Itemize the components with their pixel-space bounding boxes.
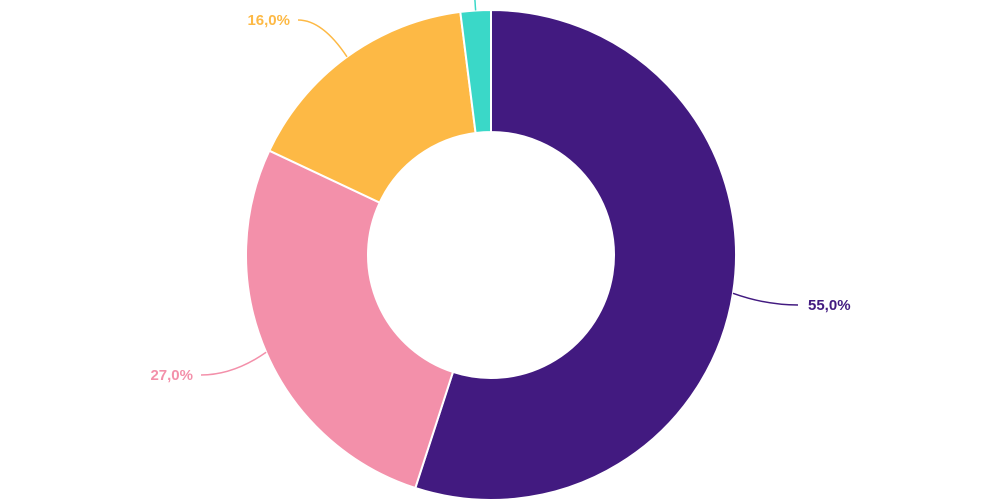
- donut-slice-3: [459, 8, 492, 135]
- leader-line-3: [474, 0, 477, 11]
- leader-line-1: [200, 351, 267, 376]
- donut-slice-1: [245, 149, 455, 490]
- leader-line-2: [297, 19, 348, 58]
- leader-line-0: [732, 292, 799, 306]
- slice-label-2: 16,0%: [247, 12, 290, 29]
- donut-slice-2: [267, 10, 477, 204]
- slice-label-0: 55,0%: [808, 297, 851, 314]
- slice-label-1: 27,0%: [150, 367, 193, 384]
- donut-slice-0: [414, 8, 737, 500]
